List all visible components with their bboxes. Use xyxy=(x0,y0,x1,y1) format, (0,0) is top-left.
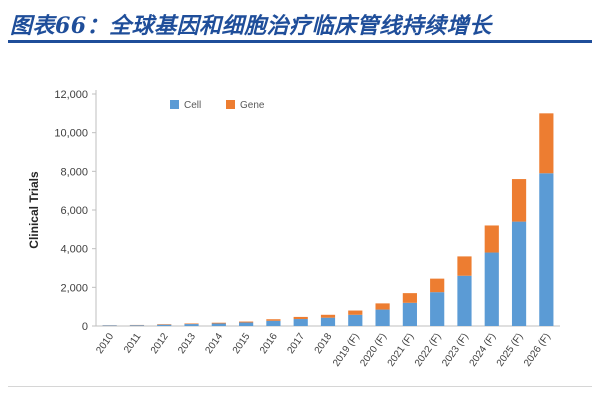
bar-cell xyxy=(129,325,145,326)
bar-cell xyxy=(539,173,554,326)
bar-cell xyxy=(484,252,499,326)
figure-title: 图表66：全球基因和细胞治疗临床管线持续增长 xyxy=(10,13,492,39)
bar-gene xyxy=(402,293,417,303)
stacked-bar-chart: 0 2,000 4,000 6,000 8,000 10,000 12,000 Clinica… xyxy=(27,89,560,369)
x-tick-label: 2016 xyxy=(258,331,280,356)
bars xyxy=(102,113,554,326)
y-tick-label: 6,000 xyxy=(60,205,88,217)
x-tick-label: 2010 xyxy=(94,331,116,356)
y-tick-label: 12,000 xyxy=(54,89,88,101)
x-tick-label: 2025 (F) xyxy=(495,331,526,368)
bar-cell xyxy=(402,302,417,326)
x-tick-label: 2017 xyxy=(285,331,307,356)
y-tick-label: 8,000 xyxy=(60,166,88,178)
bar-cell xyxy=(320,317,336,326)
x-tick-label: 2021 (F) xyxy=(386,331,417,368)
legend-swatch-cell xyxy=(170,100,179,109)
bar-cell xyxy=(102,325,117,326)
bar-gene xyxy=(184,323,199,325)
x-tick-label: 2019 (F) xyxy=(331,331,362,368)
bar-gene xyxy=(457,256,472,276)
x-tick-label: 2026 (F) xyxy=(522,331,553,368)
bar-cell xyxy=(184,324,199,326)
bar-gene xyxy=(266,319,281,321)
bar-cell xyxy=(266,320,281,326)
y-tick-label: 2,000 xyxy=(60,282,88,294)
bar-cell xyxy=(348,314,363,326)
bar-gene xyxy=(430,278,445,293)
bar-gene xyxy=(484,225,499,253)
bar-gene xyxy=(511,179,527,222)
x-tick-label: 2015 xyxy=(231,331,253,356)
x-tick-label: 2018 xyxy=(313,331,335,356)
bar-gene xyxy=(293,316,308,320)
bar-gene xyxy=(239,321,254,323)
legend-label-gene: Gene xyxy=(240,100,265,111)
y-tick-label: 10,000 xyxy=(54,128,88,140)
bar-cell xyxy=(457,275,472,326)
x-tick-label: 2014 xyxy=(204,331,226,356)
bar-gene xyxy=(320,314,336,318)
bar-gene xyxy=(539,113,554,174)
x-tick-label: 2013 xyxy=(176,331,198,356)
axes: 0 2,000 4,000 6,000 8,000 10,000 12,000 Clinica… xyxy=(27,89,560,369)
x-tick-label: 2012 xyxy=(149,331,171,356)
legend-label-cell: Cell xyxy=(184,100,201,111)
bar-gene xyxy=(348,310,363,315)
bar-cell xyxy=(211,323,226,326)
x-tick-label: 2024 (F) xyxy=(468,331,499,368)
y-axis-label: Clinical Trials xyxy=(27,171,41,249)
legend-swatch-gene xyxy=(226,100,235,109)
x-tick-label: 2011 xyxy=(122,331,144,355)
y-tick-label: 4,000 xyxy=(60,244,88,256)
x-tick-label: 2020 (F) xyxy=(358,331,389,368)
bar-gene xyxy=(211,322,226,324)
chart-container: 0 2,000 4,000 6,000 8,000 10,000 12,000 Clinica… xyxy=(8,58,592,378)
bar-cell xyxy=(293,319,308,326)
bar-cell xyxy=(157,324,172,326)
bar-cell xyxy=(511,221,527,326)
bar-cell xyxy=(239,322,254,326)
y-tick-label: 0 xyxy=(82,321,88,333)
bottom-divider xyxy=(8,386,592,387)
legend: Cell Gene xyxy=(170,100,265,111)
title-bar: 图表66：全球基因和细胞治疗临床管线持续增长 xyxy=(8,6,592,43)
bar-gene xyxy=(375,303,390,310)
bar-cell xyxy=(430,292,445,326)
bar-cell xyxy=(375,309,390,326)
x-tick-label: 2023 (F) xyxy=(440,331,471,368)
x-tick-label: 2022 (F) xyxy=(413,331,444,368)
